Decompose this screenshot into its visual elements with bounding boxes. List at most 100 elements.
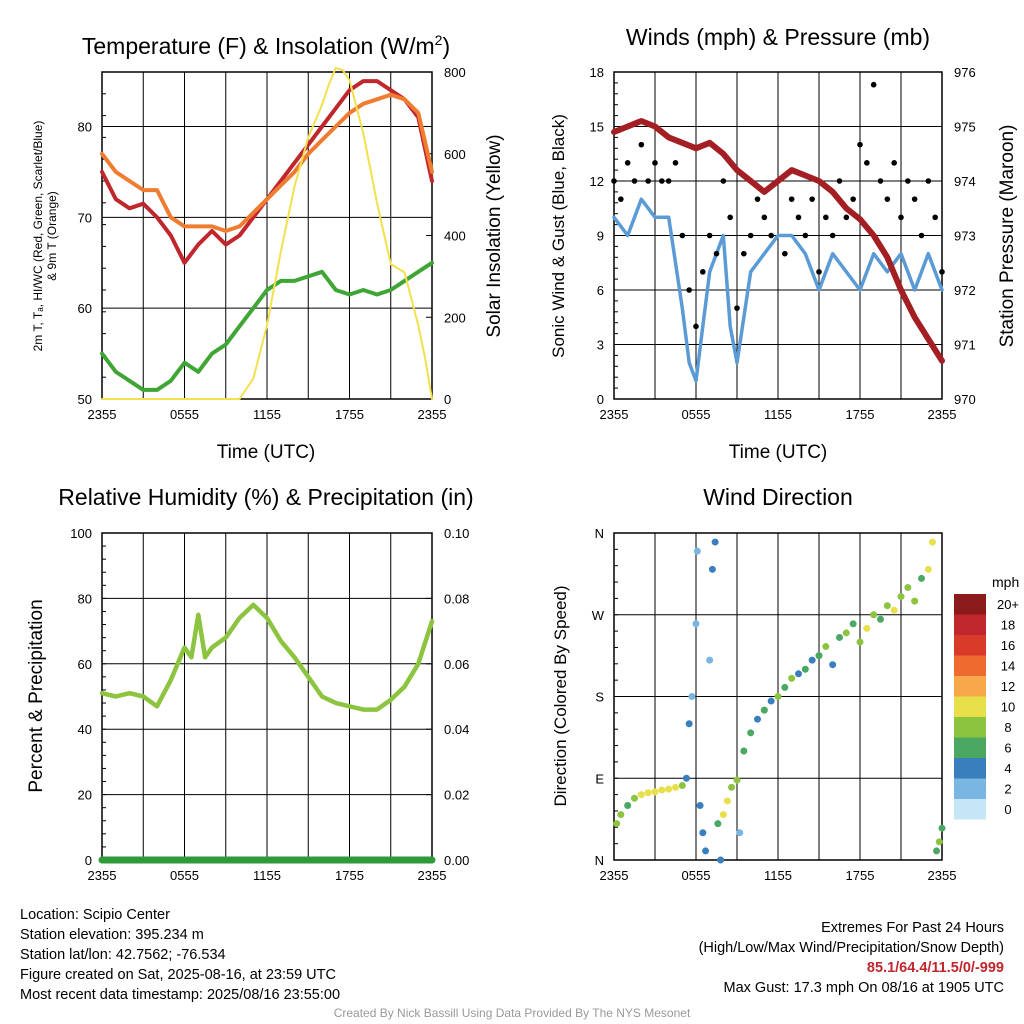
speed-legend: 20+ 18 16 14 12 10 8 6 4 2 0 bbox=[954, 594, 1019, 820]
gust-point bbox=[932, 214, 938, 221]
direction-point bbox=[728, 783, 736, 791]
legend-label: 2 bbox=[1004, 782, 1011, 797]
gust-point bbox=[754, 196, 761, 202]
series-line-2m-td bbox=[100, 260, 434, 392]
direction-point bbox=[696, 802, 704, 809]
direction-point bbox=[672, 783, 679, 791]
y-tick-label: 50 bbox=[78, 392, 92, 407]
legend-label: 14 bbox=[1001, 659, 1015, 674]
y2-tick-label: 800 bbox=[444, 65, 466, 80]
direction-point bbox=[870, 611, 878, 619]
legend-swatch bbox=[954, 758, 986, 779]
direction-point bbox=[938, 824, 946, 832]
y-tick-label: 80 bbox=[78, 120, 92, 135]
x-tick-label: 2355 bbox=[928, 868, 957, 883]
humidity-ylabel-left: Percent & Precipitation bbox=[26, 599, 47, 792]
gust-point bbox=[618, 196, 624, 202]
direction-point bbox=[897, 593, 905, 601]
y-tick-label: 100 bbox=[70, 526, 92, 541]
gust-point bbox=[672, 160, 679, 166]
x-tick-label: 0555 bbox=[170, 407, 199, 422]
direction-point bbox=[617, 811, 625, 819]
series-line-relative-humidity bbox=[99, 602, 435, 712]
direction-point bbox=[760, 706, 768, 714]
direction-title: Wind Direction bbox=[703, 484, 853, 510]
y-tick-label: 3 bbox=[597, 338, 604, 353]
gust-point bbox=[911, 196, 918, 202]
y2-tick-label: 972 bbox=[954, 283, 976, 298]
direction-point bbox=[788, 674, 796, 682]
legend-swatch bbox=[954, 594, 986, 615]
gust-point bbox=[877, 178, 884, 184]
y2-tick-label: 0.02 bbox=[444, 788, 469, 803]
gust-point bbox=[816, 269, 822, 275]
direction-point bbox=[678, 782, 686, 790]
station-latlon: Station lat/lon: 42.7562; -76.534 bbox=[20, 947, 226, 963]
gust-point bbox=[727, 214, 733, 221]
y2-tick-label: 0 bbox=[444, 392, 451, 407]
extremes-info: Extremes For Past 24 Hours (High/Low/Max… bbox=[699, 918, 1004, 998]
direction-point bbox=[829, 661, 837, 669]
humidity-panel: Relative Humidity (%) & Precipitation (i… bbox=[26, 484, 474, 883]
direction-point bbox=[904, 584, 912, 591]
humidity-title: Relative Humidity (%) & Precipitation (i… bbox=[58, 484, 473, 510]
credit-line: Created By Nick Bassill Using Data Provi… bbox=[333, 1006, 691, 1020]
legend-label: 16 bbox=[1001, 638, 1015, 653]
x-tick-label: 1755 bbox=[846, 868, 875, 883]
direction-point bbox=[918, 574, 925, 582]
gust-point bbox=[713, 250, 720, 257]
y-tick-label: E bbox=[595, 771, 604, 786]
station-elevation: Station elevation: 395.234 m bbox=[20, 927, 204, 943]
direction-point bbox=[692, 620, 700, 628]
gust-point bbox=[693, 323, 699, 330]
legend-title: mph bbox=[992, 574, 1019, 590]
legend-label: 8 bbox=[1004, 720, 1011, 735]
temperature-ylabel-right: Solar Insolation (Yellow) bbox=[484, 134, 505, 337]
y-tick-label: N bbox=[595, 853, 604, 868]
gust-point bbox=[795, 214, 802, 221]
direction-point bbox=[877, 615, 884, 623]
x-tick-label: 2355 bbox=[600, 868, 629, 883]
gust-point bbox=[843, 214, 850, 221]
direction-point bbox=[631, 794, 638, 802]
legend-label: 18 bbox=[1001, 618, 1015, 633]
direction-point bbox=[624, 802, 632, 809]
legend-label: 4 bbox=[1004, 761, 1011, 776]
direction-point bbox=[613, 820, 621, 828]
direction-point bbox=[711, 538, 719, 546]
gust-point bbox=[611, 178, 617, 184]
humidity-plot-area: 2355 0555 1155 1755 23550204060801000.000.02… bbox=[70, 526, 469, 883]
gust-point bbox=[823, 214, 829, 221]
direction-point bbox=[651, 788, 659, 796]
legend-label: 20+ bbox=[997, 597, 1019, 612]
x-tick-label: 1155 bbox=[764, 407, 792, 422]
gust-point bbox=[925, 178, 932, 184]
legend-label: 10 bbox=[1001, 700, 1015, 715]
temperature-ylabel-left: 2m T, Tₐ, HI/WC (Red, Green, Scarlet/Blu… bbox=[31, 121, 45, 352]
winds-xlabel: Time (UTC) bbox=[729, 442, 828, 463]
direction-point bbox=[795, 670, 802, 678]
x-tick-label: 0555 bbox=[170, 868, 199, 883]
gust-point bbox=[761, 214, 768, 221]
y2-tick-label: 973 bbox=[954, 229, 976, 244]
direction-point bbox=[719, 811, 727, 819]
x-tick-label: 1155 bbox=[253, 407, 281, 422]
direction-point bbox=[928, 538, 936, 546]
gust-point bbox=[700, 269, 706, 275]
gust-point bbox=[747, 232, 754, 239]
x-tick-label: 2355 bbox=[928, 407, 957, 422]
direction-point bbox=[702, 847, 710, 855]
direction-point bbox=[767, 697, 775, 705]
direction-point bbox=[754, 715, 761, 723]
y-tick-label: 60 bbox=[78, 301, 92, 316]
winds-ylabel-left: Sonic Wind & Gust (Blue, Black) bbox=[549, 114, 568, 358]
winds-ylabel-right: Station Pressure (Maroon) bbox=[997, 125, 1018, 348]
y-tick-label: S bbox=[595, 690, 604, 705]
gust-point bbox=[905, 178, 911, 184]
y-tick-label: 0 bbox=[85, 853, 92, 868]
gust-point bbox=[665, 178, 672, 184]
direction-point bbox=[856, 638, 864, 646]
winds-title: Winds (mph) & Pressure (mb) bbox=[626, 24, 930, 50]
y-tick-label: 15 bbox=[590, 120, 604, 135]
direction-point bbox=[717, 856, 725, 864]
